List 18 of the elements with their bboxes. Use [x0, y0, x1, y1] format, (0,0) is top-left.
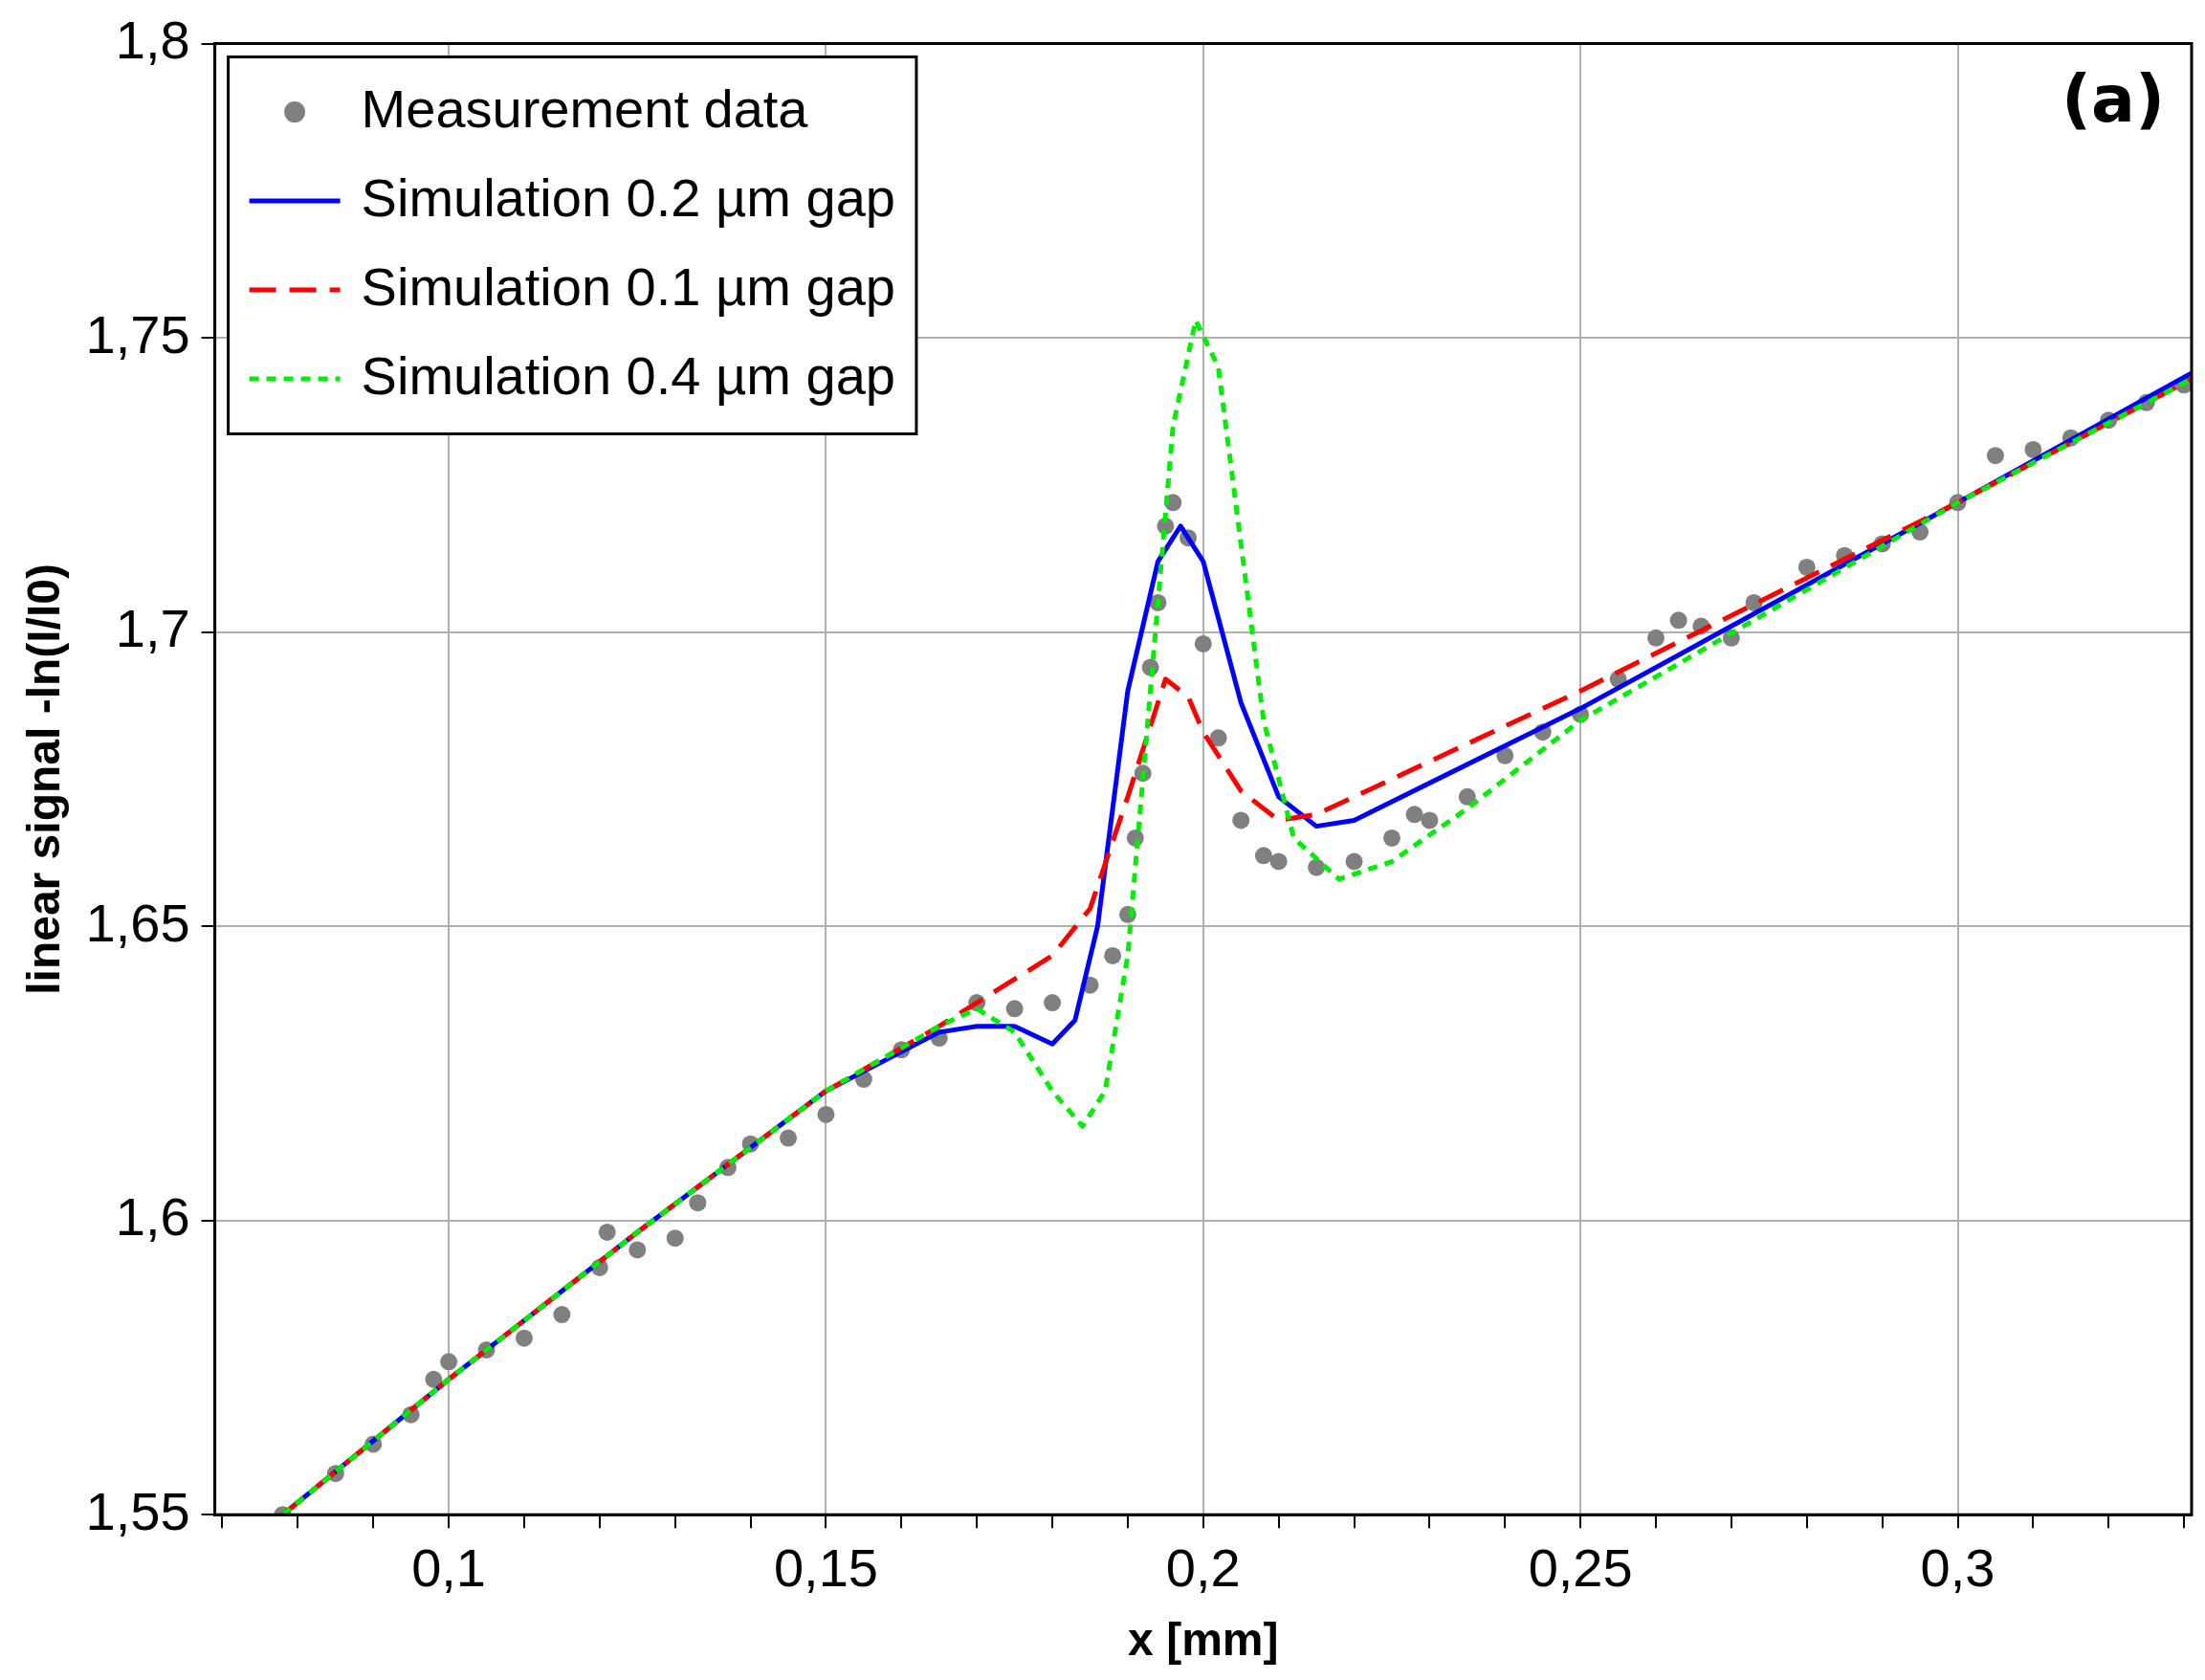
- x-tick-label: 0,25: [1528, 1537, 1633, 1599]
- y-tick-label: 1,8: [115, 10, 190, 71]
- annotation: (a): [2061, 61, 2165, 138]
- y-tick-label: 1,55: [85, 1480, 190, 1541]
- y-tick-label: 1,65: [85, 892, 190, 953]
- y-tick-label: 1,75: [85, 303, 190, 365]
- y-tick-label: 1,7: [115, 598, 190, 659]
- legend-label: Simulation 0.1 µm gap: [361, 255, 895, 317]
- y-axis-title: linear signal -ln(I/I0): [18, 564, 70, 995]
- x-tick-label: 0,2: [1165, 1537, 1241, 1599]
- x-axis-title: x [mm]: [1128, 1614, 1279, 1666]
- legend-label: Measurement data: [361, 77, 809, 139]
- legend-label: Simulation 0.2 µm gap: [361, 166, 895, 228]
- y-tick-label: 1,6: [115, 1186, 190, 1248]
- legend-label: Simulation 0.4 µm gap: [361, 344, 895, 406]
- x-tick-label: 0,1: [411, 1537, 487, 1599]
- x-tick-label: 0,15: [773, 1537, 878, 1599]
- x-tick-label: 0,3: [1920, 1537, 1996, 1599]
